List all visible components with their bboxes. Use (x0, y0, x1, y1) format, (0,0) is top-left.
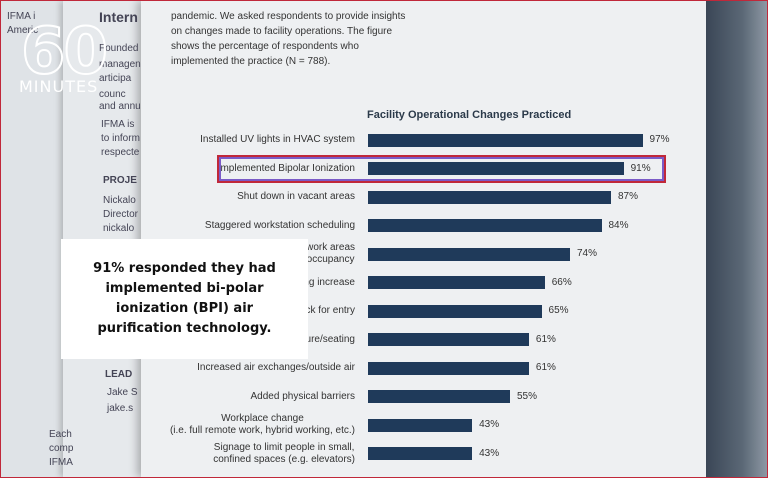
bar (368, 133, 643, 147)
background-text: IFMA is (101, 119, 135, 130)
category-label: work areas occupancy (306, 242, 355, 265)
background-text: Nickalo (103, 195, 136, 206)
logo-word: MINUTES (19, 77, 99, 96)
value-label: 74% (576, 248, 597, 259)
caption: 91% responded they had implemented bi-po… (93, 261, 276, 336)
background-text: Intern (99, 9, 138, 25)
background-dark (706, 1, 767, 477)
bar (368, 247, 570, 261)
background-text: counc (99, 89, 126, 100)
intro-text: pandemic. We asked respondents to provid… (171, 11, 406, 67)
bar (368, 418, 473, 432)
value-label: 97% (649, 134, 670, 145)
chart-title: Facility Operational Changes Practiced (367, 109, 572, 121)
value-label: 65% (548, 305, 569, 316)
background-text: managen (99, 59, 141, 70)
value-label: 61% (535, 362, 556, 373)
bar (368, 219, 602, 232)
category-label: Added physical barriers (250, 390, 356, 402)
background-text: nickalo (103, 223, 135, 234)
caption-box: 91% responded they had implemented bi-po… (61, 239, 308, 359)
bar (368, 447, 473, 460)
bar (368, 276, 545, 289)
value-label: 43% (479, 419, 500, 430)
background-text: to inform (101, 133, 140, 144)
background-text: articipa (99, 73, 132, 84)
background-text: IFMA (49, 457, 73, 468)
highlight-box (217, 154, 666, 183)
background-text: Founded (99, 43, 139, 54)
value-label: 91% (630, 162, 651, 174)
background-text: Americ (7, 25, 39, 36)
value-label: 66% (551, 276, 572, 288)
background-text: comp (49, 443, 74, 454)
bar (368, 361, 529, 375)
value-label: 55% (517, 390, 538, 402)
background-text: Director (103, 209, 139, 220)
background-page (1, 1, 63, 477)
bar (368, 333, 529, 346)
category-label: Installed UV lights in HVAC system (200, 134, 355, 145)
category-label: Shut down in vacant areas (237, 191, 355, 202)
background-text: Jake S (107, 387, 138, 398)
category-label: Increased air exchanges/outside air (197, 362, 355, 373)
background-text: respecte (101, 147, 140, 158)
category-label: Workplace change (i.e. full remote work,… (169, 413, 355, 436)
background-text: LEAD (105, 369, 133, 380)
category-label: Implemented Bipolar Ionization (217, 162, 355, 174)
bar (368, 162, 624, 175)
bar (368, 190, 611, 204)
logo-number: 60 (20, 14, 109, 90)
value-label: 84% (608, 219, 629, 231)
category-label: Staggered workstation scheduling (204, 219, 355, 231)
category-label: ng increase (303, 276, 355, 288)
category-label: Signage to limit people in small, confin… (213, 441, 355, 465)
background-text: jake.s (107, 403, 134, 414)
value-label: 61% (535, 333, 556, 345)
background-text: Each (49, 429, 72, 440)
category-label: ck for entry (305, 305, 355, 316)
bar (368, 304, 542, 318)
value-label: 87% (617, 191, 638, 202)
category-label: ure/seating (305, 333, 355, 345)
value-label: 43% (479, 447, 500, 459)
background-text: IFMA i (7, 11, 36, 22)
background-text: and annu (99, 101, 141, 112)
bar (368, 390, 510, 403)
background-text: PROJE (103, 175, 137, 186)
